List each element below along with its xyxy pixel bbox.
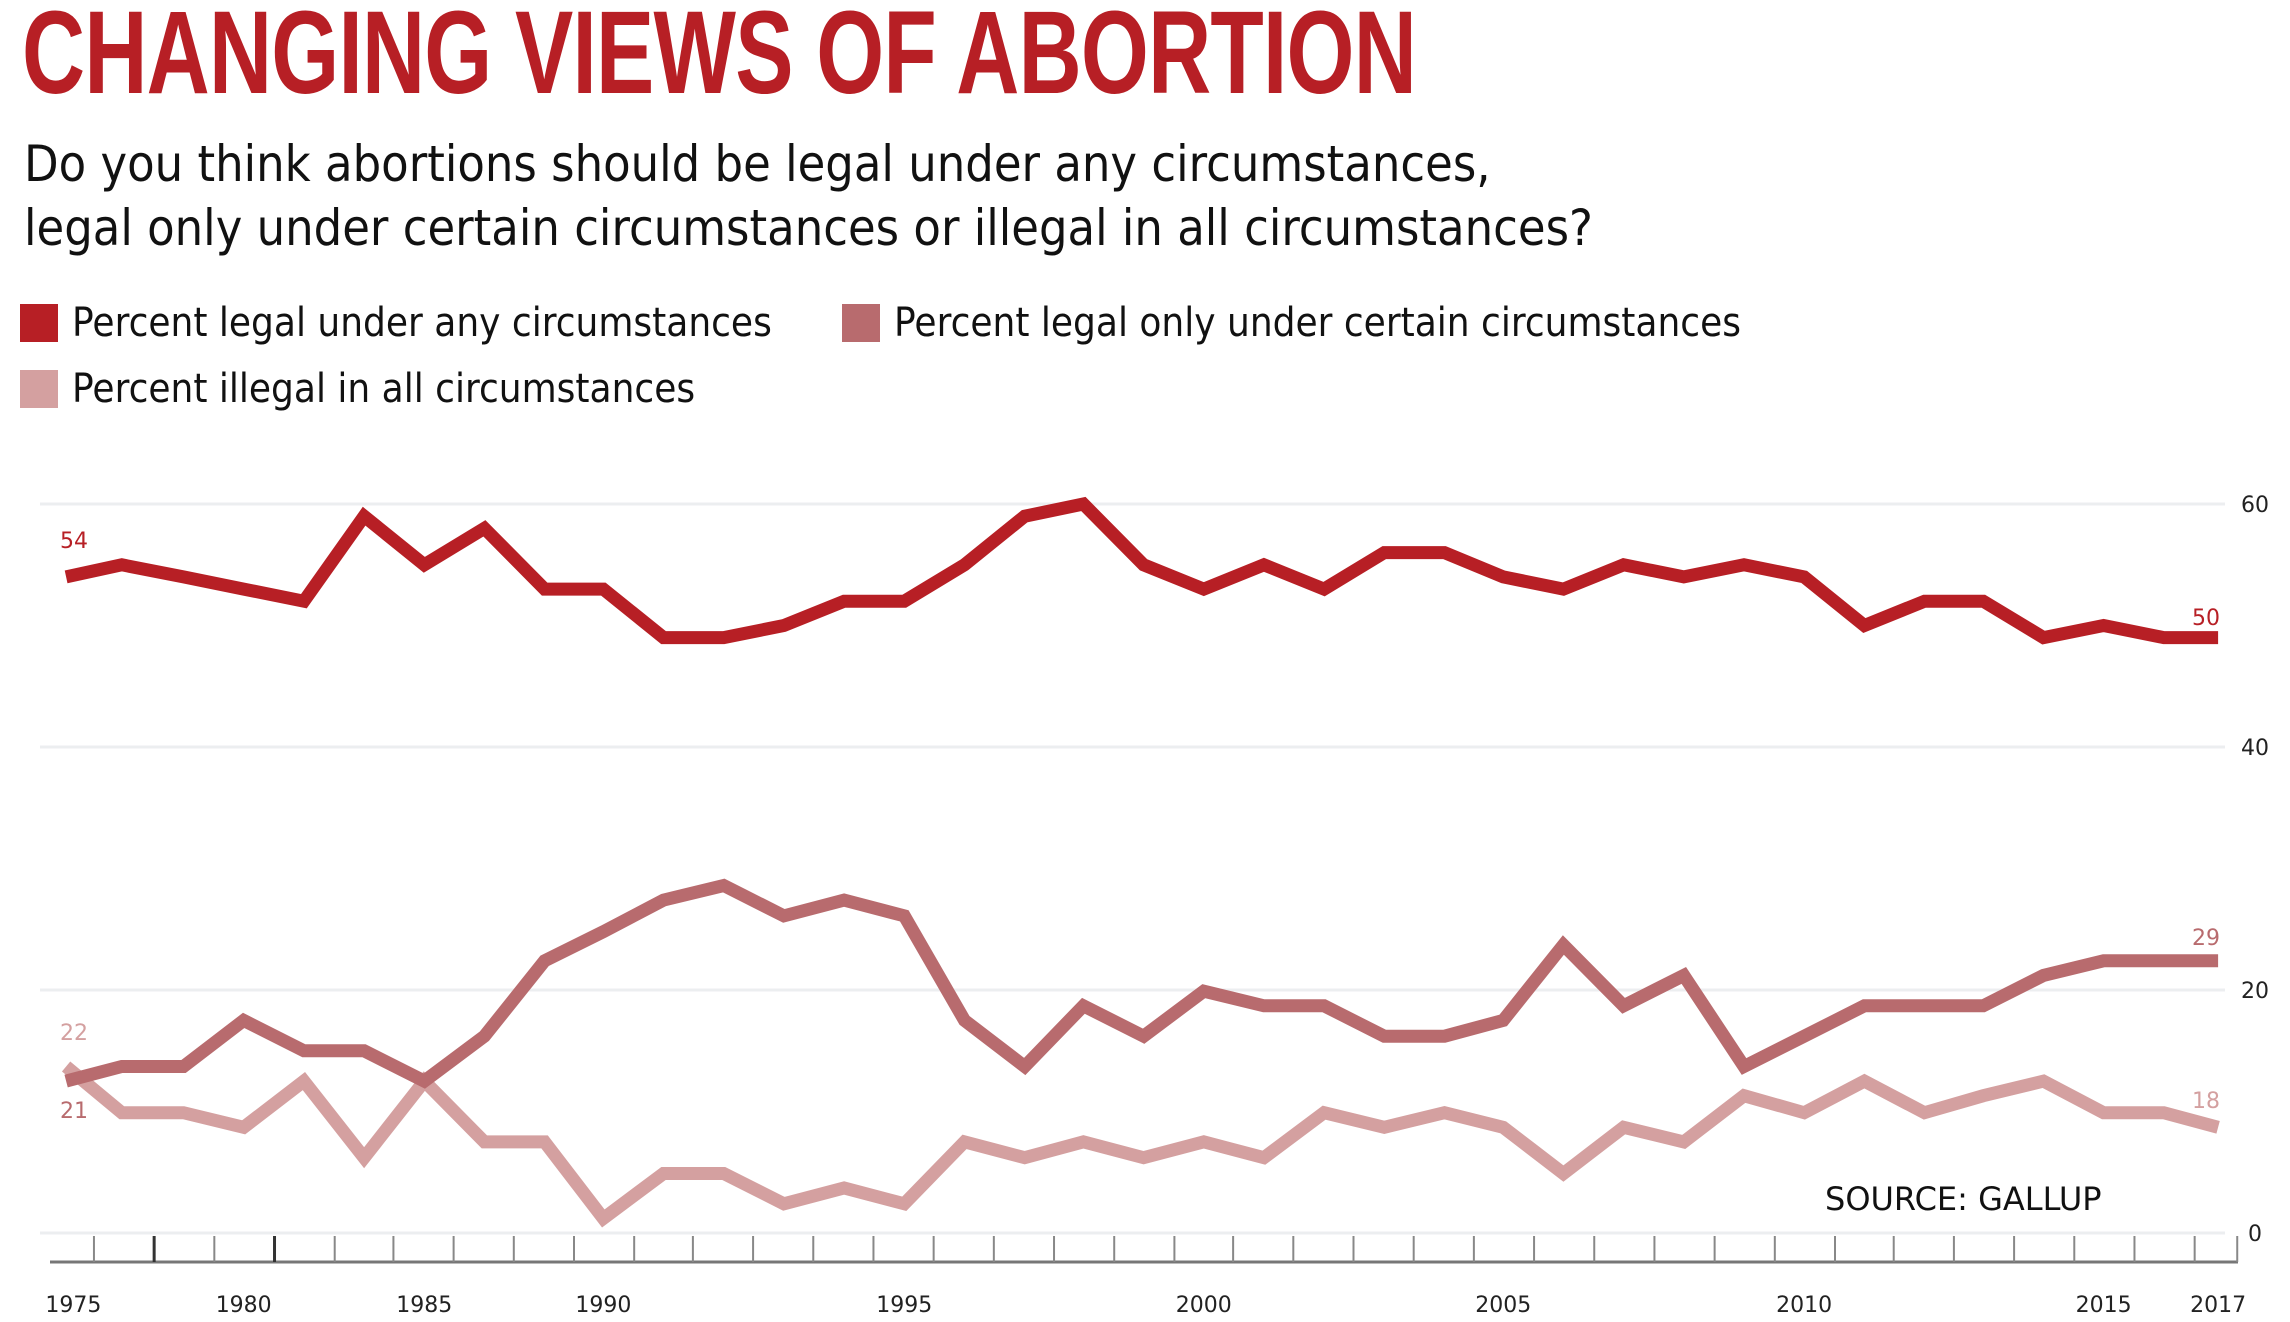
x-tick-label-2000: 2000 <box>1176 1293 1232 1318</box>
end-label-2: 18 <box>2192 1089 2220 1114</box>
end-label-0: 50 <box>2192 606 2220 631</box>
x-tick-label-1995: 1995 <box>876 1293 932 1318</box>
x-tick-label-1985: 1985 <box>396 1293 452 1318</box>
legend-item-legal-certain: Percent legal only under certain circums… <box>842 300 1835 346</box>
y-tick-label-20: 20 <box>2241 979 2269 1004</box>
legend-swatch-legal-any <box>20 304 58 342</box>
chart-title: CHANGING VIEWS OF ABORTION <box>22 0 1417 119</box>
start-label-1: 21 <box>60 1099 88 1124</box>
x-tick-label-2005: 2005 <box>1475 1293 1531 1318</box>
x-axis: 1975 1980 1985 1990 1995 2000 2005 2010 2015 2017 <box>45 1236 2246 1318</box>
y-tick-label-40: 40 <box>2241 736 2269 761</box>
y-tick-label-0: 0 <box>2248 1222 2262 1247</box>
start-label-2: 22 <box>60 1021 88 1046</box>
start-label-0: 54 <box>60 529 88 554</box>
legend-swatch-illegal-all <box>20 370 58 408</box>
series-line-0 <box>64 496 2219 645</box>
subtitle-line-1: Do you think abortions should be legal u… <box>24 135 1491 193</box>
y-axis-labels: 0 20 40 60 <box>2241 493 2269 1247</box>
legend-item-illegal-all: Percent illegal in all circumstances <box>20 366 764 412</box>
legend-label-illegal-all: Percent illegal in all circumstances <box>72 366 696 412</box>
legend-label-legal-any: Percent legal under any circumstances <box>72 300 772 346</box>
legend-item-legal-any: Percent legal under any circumstances <box>20 300 850 346</box>
legend-label-legal-certain: Percent legal only under certain circums… <box>894 300 1741 346</box>
series-lines <box>61 496 2220 1228</box>
x-tick-label-2010: 2010 <box>1776 1293 1832 1318</box>
y-tick-label-60: 60 <box>2241 493 2269 518</box>
source-note: SOURCE: GALLUP <box>1825 1180 2102 1218</box>
x-tick-label-2015: 2015 <box>2076 1293 2132 1318</box>
chart-subtitle: Do you think abortions should be legal u… <box>24 132 1593 260</box>
x-tick-label-2017: 2017 <box>2190 1293 2246 1318</box>
end-label-1: 29 <box>2192 926 2220 951</box>
x-tick-label-1990: 1990 <box>575 1293 631 1318</box>
legend-swatch-legal-certain <box>842 304 880 342</box>
x-tick-label-1980: 1980 <box>216 1293 272 1318</box>
subtitle-line-2: legal only under certain circumstances o… <box>24 199 1593 257</box>
series-line-1 <box>64 878 2219 1089</box>
data-labels: 54 50 21 29 22 18 <box>60 529 2220 1124</box>
gridlines <box>40 502 2225 1235</box>
x-tick-label-1975: 1975 <box>45 1293 101 1318</box>
